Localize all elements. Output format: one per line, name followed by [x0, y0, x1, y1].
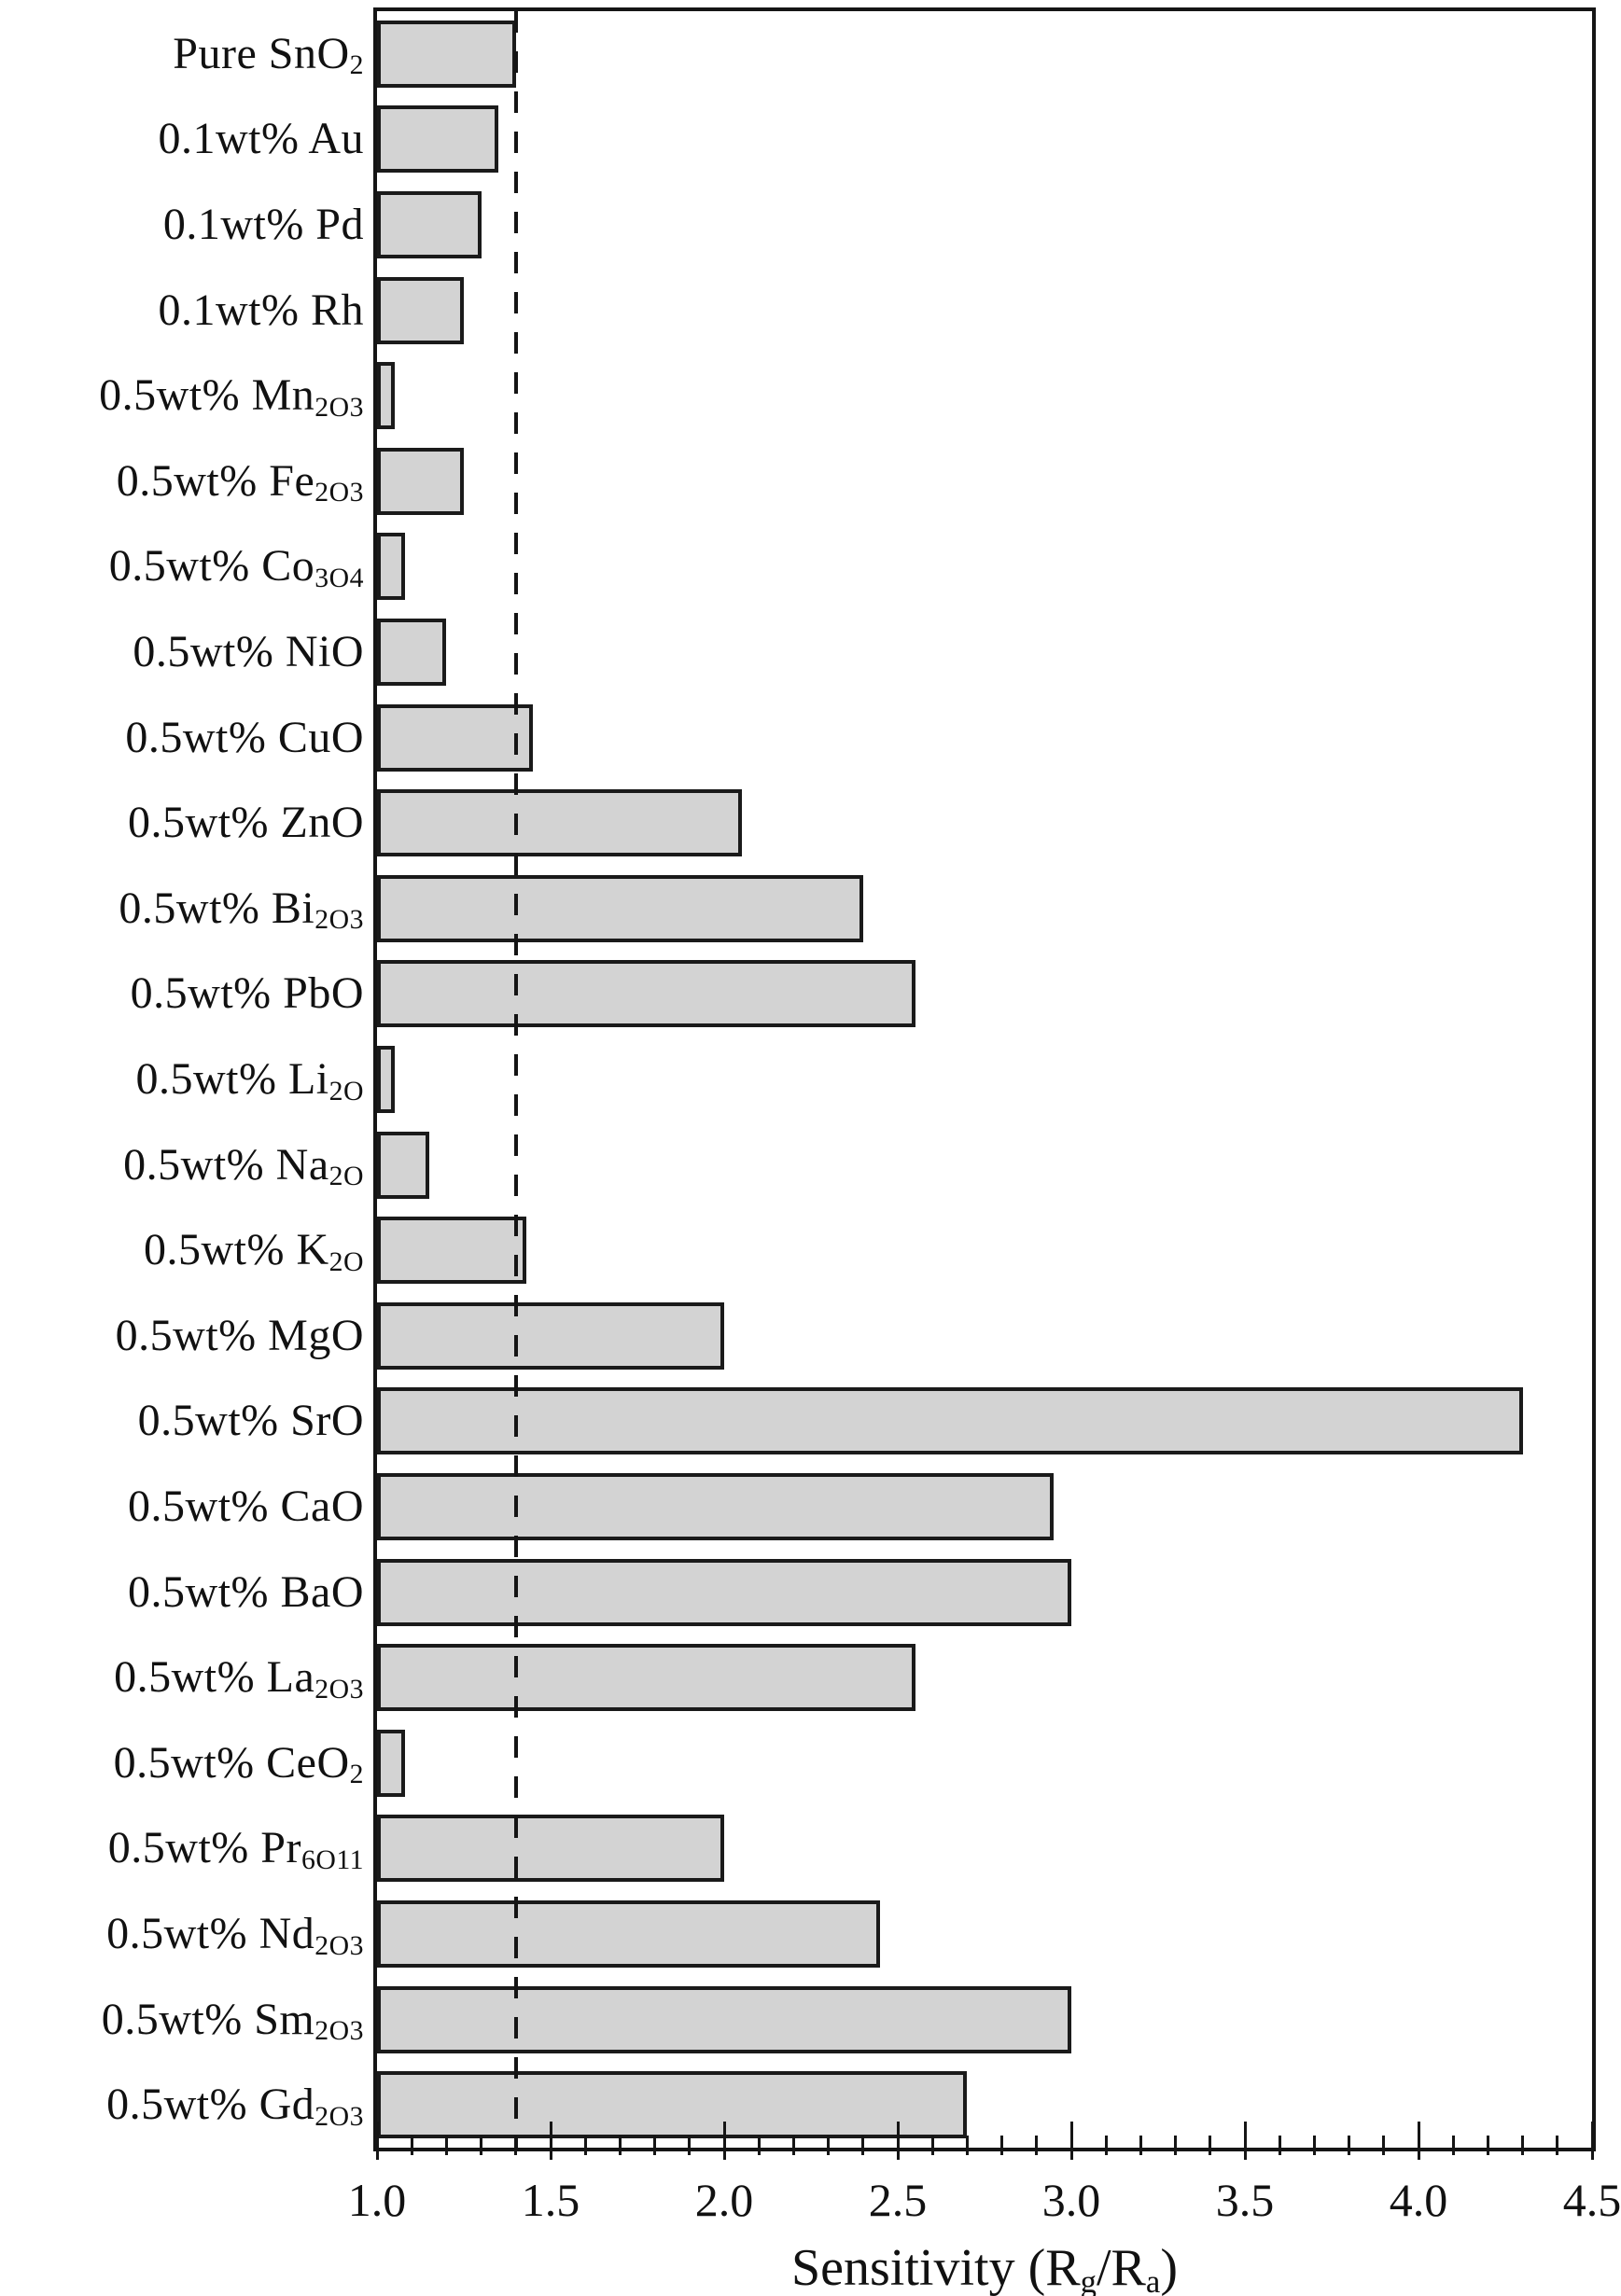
x-minor-tick — [1312, 2136, 1316, 2155]
category-label: 0.5wt% ZnO — [128, 798, 364, 848]
x-major-tick — [896, 2122, 900, 2160]
bar — [377, 191, 482, 258]
bar — [377, 789, 742, 857]
category-label: 0.5wt% Nd2O3 — [106, 1909, 364, 1961]
x-minor-tick — [1556, 2136, 1559, 2155]
bar — [377, 1387, 1523, 1455]
bar — [377, 105, 499, 174]
category-label: Pure SnO2 — [173, 28, 364, 81]
x-minor-tick — [1382, 2136, 1386, 2155]
bar — [377, 533, 405, 601]
category-label: 0.5wt% Gd2O3 — [106, 2080, 364, 2132]
x-tick-label: 1.5 — [521, 2174, 580, 2226]
bar — [377, 1985, 1071, 2053]
x-major-tick — [1243, 2122, 1247, 2160]
category-label: 0.5wt% La2O3 — [114, 1652, 364, 1705]
x-major-tick — [549, 2122, 552, 2160]
bar — [377, 1644, 915, 1712]
bar — [377, 960, 915, 1028]
bar — [377, 276, 464, 344]
bar — [377, 1815, 724, 1883]
x-minor-tick — [1521, 2136, 1525, 2155]
bar — [377, 1900, 881, 1968]
x-major-tick — [722, 2122, 726, 2160]
x-axis-title: Sensitivity (Rg/Ra) — [791, 2239, 1178, 2296]
x-minor-tick — [930, 2136, 934, 2155]
x-minor-tick — [1035, 2136, 1039, 2155]
plot-area — [373, 7, 1596, 2151]
x-minor-tick — [688, 2136, 692, 2155]
x-tick-label: 4.5 — [1562, 2174, 1621, 2226]
category-label: 0.5wt% CuO — [125, 712, 364, 762]
bar — [377, 2071, 968, 2139]
x-minor-tick — [827, 2136, 831, 2155]
x-minor-tick — [653, 2136, 657, 2155]
bar — [377, 20, 516, 88]
category-label: 0.5wt% Pr6O11 — [107, 1823, 364, 1875]
category-label: 0.5wt% SrO — [137, 1396, 364, 1446]
x-tick-label: 1.0 — [347, 2174, 407, 2226]
category-label: 0.5wt% Na2O — [123, 1139, 364, 1192]
bar — [377, 1558, 1071, 1626]
category-label: 0.5wt% K2O — [143, 1225, 364, 1277]
category-label: 0.5wt% BaO — [128, 1566, 364, 1617]
category-label: 0.5wt% Sm2O3 — [101, 1994, 364, 2047]
x-tick-label: 4.0 — [1389, 2174, 1448, 2226]
bar — [377, 1729, 405, 1797]
bar — [377, 362, 395, 430]
x-minor-tick — [1174, 2136, 1178, 2155]
bar — [377, 1301, 724, 1370]
bar — [377, 703, 534, 772]
bar — [377, 1131, 429, 1199]
category-label: 0.5wt% MgO — [115, 1310, 364, 1360]
x-minor-tick — [410, 2136, 413, 2155]
bar — [377, 619, 447, 686]
x-major-tick — [375, 2122, 379, 2160]
x-minor-tick — [1486, 2136, 1489, 2155]
x-minor-tick — [1139, 2136, 1142, 2155]
x-minor-tick — [791, 2136, 795, 2155]
bar — [377, 874, 863, 942]
category-label: 0.1wt% Rh — [158, 285, 364, 335]
x-minor-tick — [583, 2136, 587, 2155]
bar — [377, 1217, 526, 1285]
x-tick-label: 3.5 — [1215, 2174, 1275, 2226]
bar — [377, 1046, 395, 1113]
x-minor-tick — [1000, 2136, 1004, 2155]
x-tick-label: 2.5 — [868, 2174, 928, 2226]
x-major-tick — [1417, 2122, 1420, 2160]
bar — [377, 447, 464, 515]
category-label: 0.5wt% NiO — [133, 627, 364, 676]
x-minor-tick — [444, 2136, 448, 2155]
category-label: 0.5wt% CeO2 — [113, 1737, 364, 1790]
x-minor-tick — [1278, 2136, 1281, 2155]
x-major-tick — [1590, 2122, 1594, 2160]
x-minor-tick — [757, 2136, 761, 2155]
reference-line — [513, 11, 518, 2148]
category-label: 0.5wt% PbO — [130, 968, 364, 1019]
category-label: 0.5wt% Co3O4 — [108, 541, 364, 593]
x-minor-tick — [965, 2136, 969, 2155]
x-minor-tick — [1209, 2136, 1212, 2155]
category-label: 0.5wt% CaO — [128, 1482, 364, 1531]
category-label: 0.5wt% Li2O — [135, 1054, 364, 1106]
x-minor-tick — [480, 2136, 483, 2155]
category-label: 0.1wt% Pd — [162, 200, 364, 249]
x-minor-tick — [861, 2136, 865, 2155]
x-minor-tick — [1451, 2136, 1455, 2155]
x-tick-label: 3.0 — [1041, 2174, 1101, 2226]
category-label: 0.5wt% Fe2O3 — [116, 455, 364, 508]
category-label: 0.5wt% Bi2O3 — [119, 883, 364, 936]
x-minor-tick — [1348, 2136, 1351, 2155]
x-minor-tick — [618, 2136, 622, 2155]
category-label: 0.5wt% Mn2O3 — [99, 370, 364, 423]
bar — [377, 1473, 1055, 1540]
x-major-tick — [1069, 2122, 1073, 2160]
x-tick-label: 2.0 — [694, 2174, 754, 2226]
x-minor-tick — [1104, 2136, 1108, 2155]
category-label: 0.1wt% Au — [158, 114, 364, 164]
